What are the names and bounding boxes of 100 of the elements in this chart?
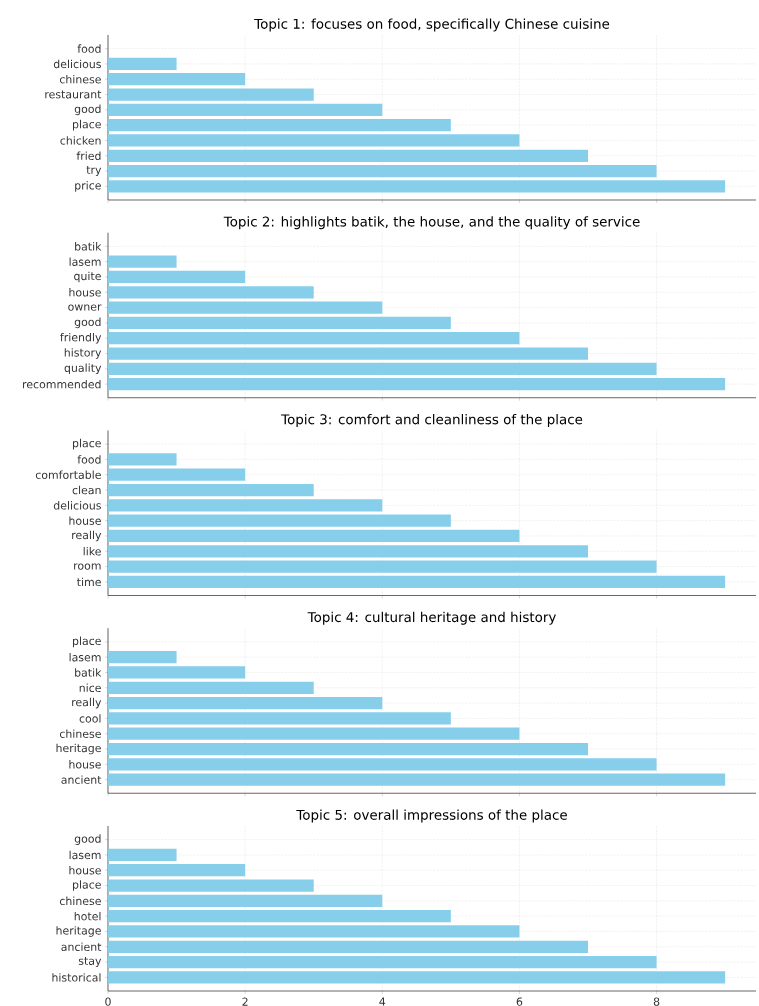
y-tick-label: really <box>72 530 102 542</box>
bar <box>108 180 726 193</box>
y-tick-label: good <box>74 834 101 845</box>
bar <box>108 57 177 71</box>
y-tick-label: history <box>64 348 102 359</box>
y-tick-label: try <box>86 166 102 177</box>
bar <box>108 483 314 497</box>
bar <box>108 773 726 786</box>
bar <box>108 910 451 923</box>
y-tick-label: lasem <box>69 850 101 860</box>
bar <box>108 255 177 268</box>
bar <box>108 453 177 466</box>
bar <box>108 119 451 132</box>
bar <box>108 879 314 892</box>
y-tick-label: ancient <box>61 942 102 951</box>
bar <box>108 316 451 330</box>
bar <box>108 940 588 953</box>
bar <box>108 848 177 862</box>
y-tick-label: house <box>69 865 101 875</box>
bar <box>108 73 246 86</box>
y-tick-label: good <box>74 317 101 329</box>
y-tick-label: house <box>69 760 101 769</box>
y-tick-label: like <box>83 547 101 556</box>
y-tick-label: food <box>77 44 101 53</box>
y-tick-label: lasem <box>69 257 101 266</box>
y-tick-label: chinese <box>59 896 101 906</box>
x-tick-label: 8 <box>653 997 660 1006</box>
y-tick-label: owner <box>68 304 102 311</box>
bar <box>108 301 383 314</box>
y-tick-label: quality <box>64 363 102 375</box>
y-tick-label: delicious <box>53 501 101 510</box>
bar <box>108 514 451 527</box>
chart-title: Topic 4: cultural heritage and history <box>307 611 556 625</box>
y-tick-label: cool <box>79 714 101 723</box>
y-tick-label: clean <box>72 485 101 495</box>
chart-title: Topic 3: comfort and cleanliness of the place <box>281 413 583 427</box>
bar <box>108 332 520 345</box>
chart-title: Topic 1: focuses on food, specifically Chinese cuisine <box>254 18 610 32</box>
bar <box>108 88 314 101</box>
y-tick-label: restaurant <box>45 90 102 99</box>
bar <box>108 286 314 299</box>
y-tick-label: stay <box>78 957 102 968</box>
bar <box>108 560 657 573</box>
x-tick-label: 6 <box>516 997 523 1006</box>
y-tick-label: fried <box>76 151 101 160</box>
y-tick-label: heritage <box>56 743 101 755</box>
y-tick-label: food <box>77 455 101 464</box>
y-tick-label: hotel <box>74 911 101 921</box>
x-tick-label: 2 <box>242 997 248 1006</box>
bar <box>108 666 246 679</box>
y-tick-label: nice <box>79 683 101 693</box>
y-tick-label: heritage <box>56 926 101 937</box>
y-tick-label: batik <box>75 668 102 677</box>
bar <box>108 103 383 116</box>
bar <box>108 727 520 740</box>
bar <box>108 347 588 360</box>
bar <box>108 971 726 984</box>
bar <box>108 499 383 512</box>
y-tick-label: chicken <box>60 136 101 145</box>
chart-title: Topic 5: overall impressions of the place <box>296 809 567 823</box>
bar <box>108 545 588 558</box>
bar <box>108 164 657 178</box>
bar <box>108 696 383 710</box>
x-tick-label: 0 <box>105 997 111 1006</box>
bar <box>108 270 246 284</box>
y-tick-label: comfortable <box>35 470 101 479</box>
bar <box>108 712 451 725</box>
y-tick-label: really <box>72 697 102 709</box>
y-tick-label: house <box>69 516 101 525</box>
y-tick-label: price <box>75 181 101 192</box>
y-tick-label: chinese <box>59 729 101 738</box>
y-tick-label: good <box>74 104 101 116</box>
y-tick-label: delicious <box>53 59 101 69</box>
chart-title: Topic 2: highlights batik, the house, and the quality of service <box>223 216 640 230</box>
y-tick-label: time <box>77 577 101 587</box>
y-tick-label: chinese <box>59 74 101 84</box>
bar <box>108 468 246 481</box>
y-tick-label: place <box>73 880 101 891</box>
bar <box>108 362 657 375</box>
y-tick-label: house <box>69 288 101 297</box>
y-tick-label: historical <box>52 973 101 982</box>
bar <box>108 681 314 694</box>
y-tick-label: batik <box>75 242 102 251</box>
bar <box>108 575 726 588</box>
y-tick-label: place <box>73 438 101 450</box>
bar <box>108 651 177 664</box>
bar <box>108 742 588 756</box>
y-tick-label: quite <box>74 271 101 283</box>
y-tick-label: friendly <box>60 332 102 344</box>
bar <box>108 925 520 938</box>
y-tick-label: place <box>73 636 101 648</box>
bar <box>108 955 657 969</box>
bar <box>108 894 383 907</box>
bar <box>108 378 726 391</box>
y-tick-label: place <box>73 119 101 131</box>
bar <box>108 134 520 147</box>
y-tick-label: recommended <box>23 379 101 389</box>
bar <box>108 864 246 877</box>
y-tick-label: lasem <box>69 652 101 662</box>
y-tick-label: ancient <box>61 775 102 784</box>
